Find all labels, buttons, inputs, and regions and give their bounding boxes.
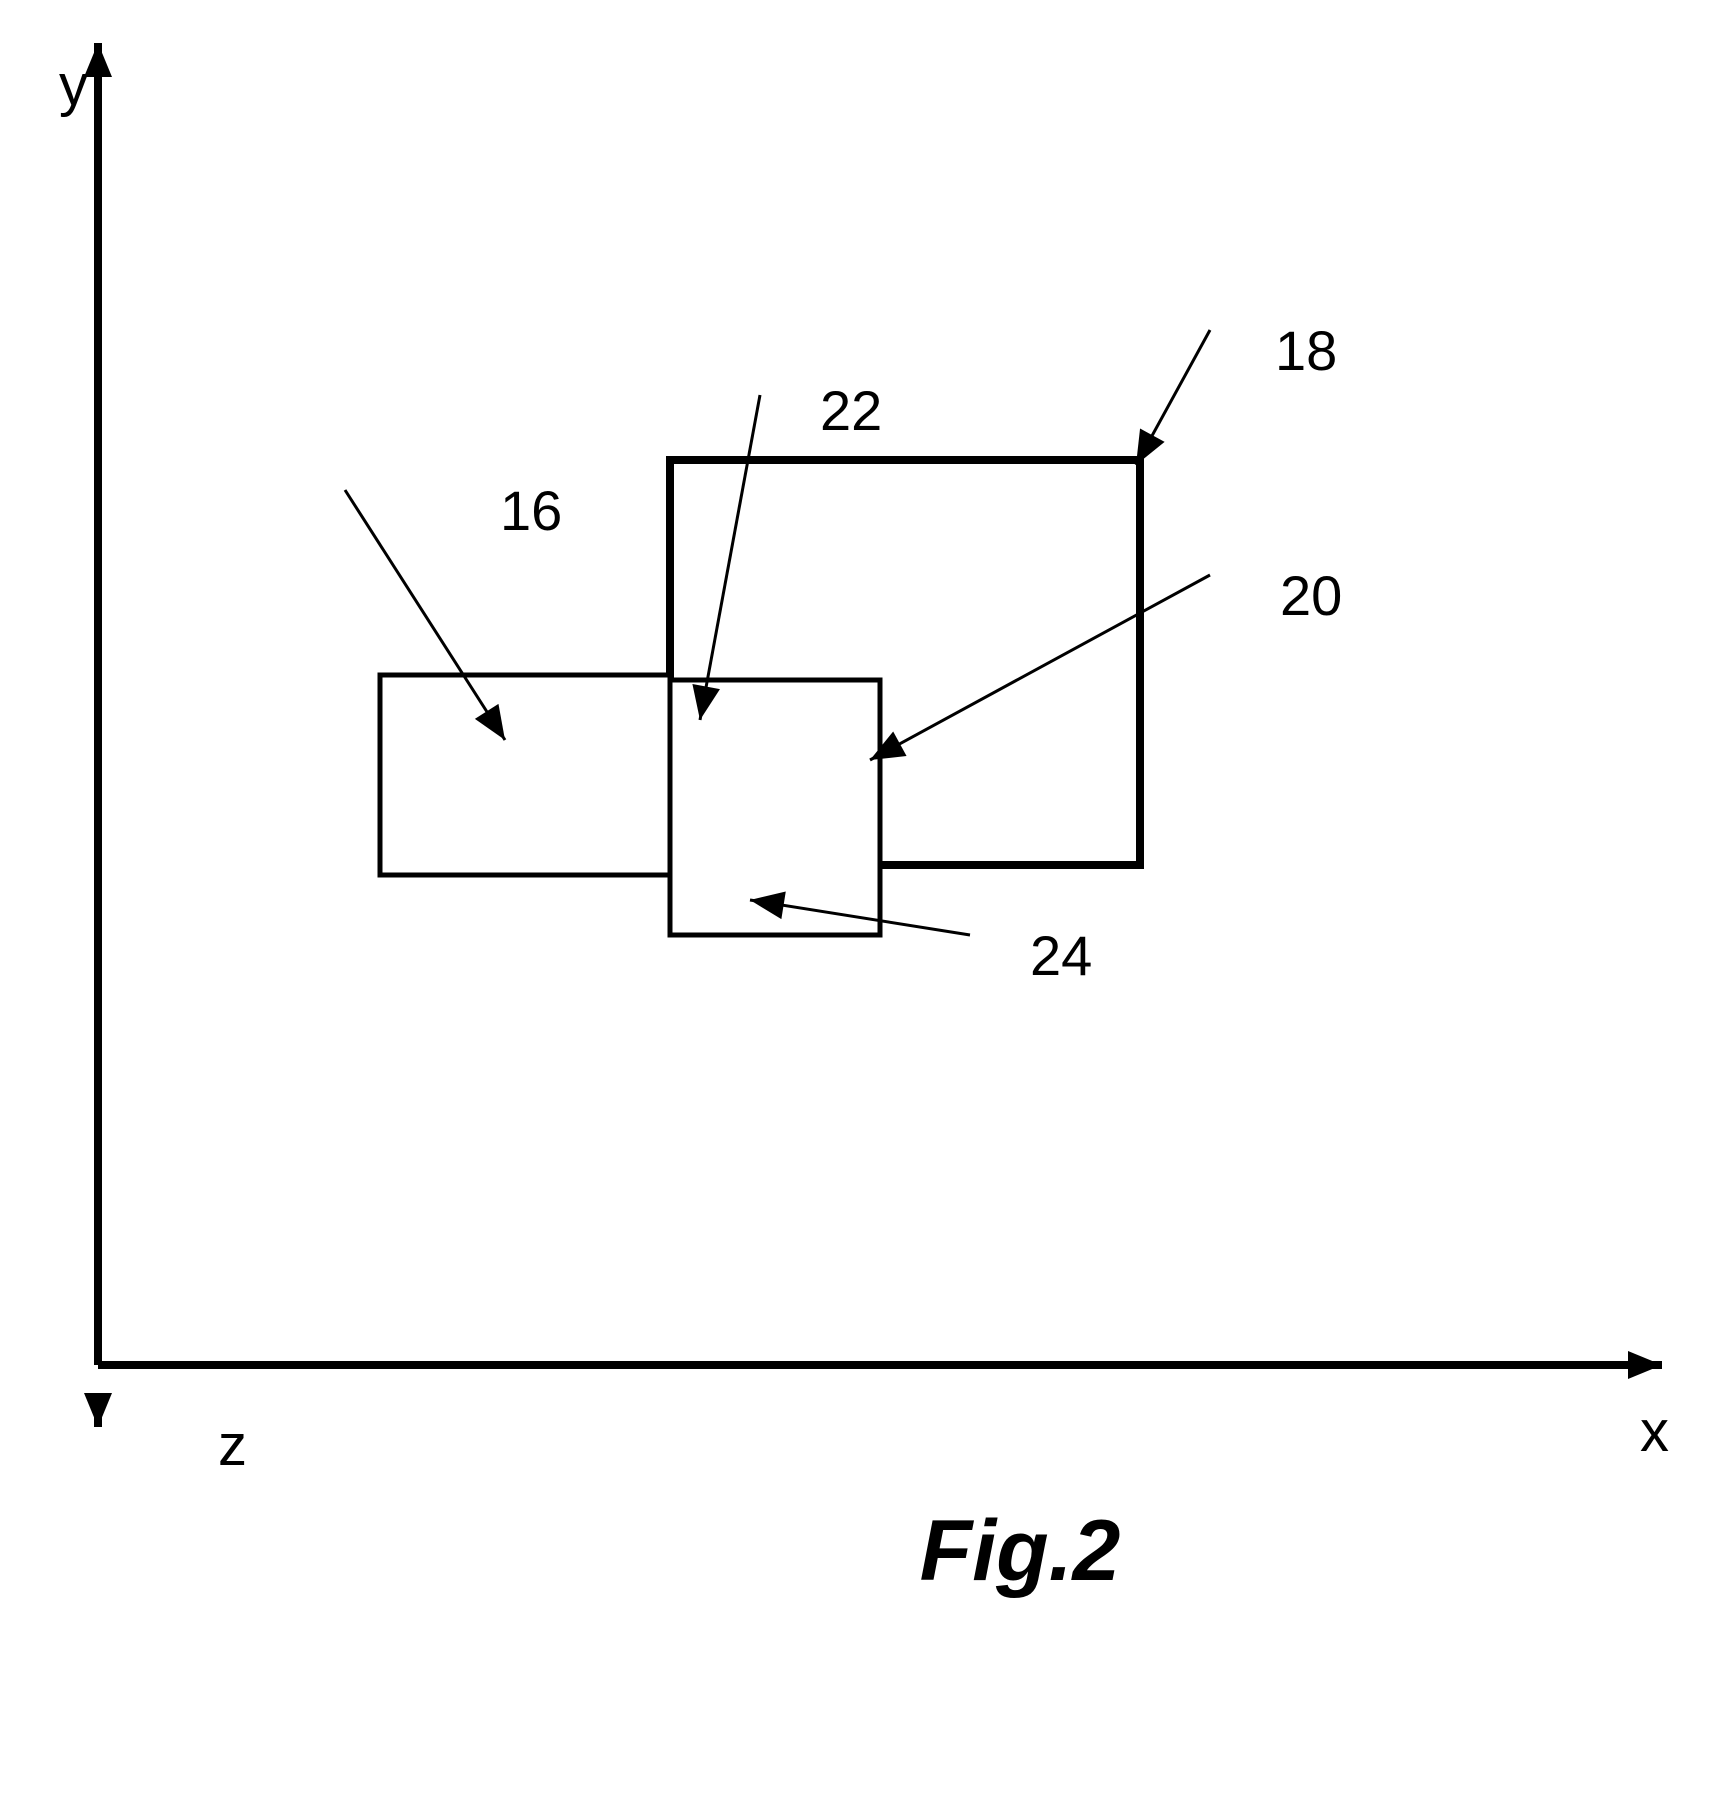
axis-label-z: z bbox=[218, 1413, 247, 1478]
callout-label: 24 bbox=[1030, 924, 1092, 987]
callout-label: 20 bbox=[1280, 564, 1342, 627]
callout-label: 16 bbox=[500, 479, 562, 542]
figure-stage: y x z 16 22 18 20 24 Fig.2 bbox=[0, 0, 1736, 1812]
callout-label: 18 bbox=[1275, 319, 1337, 382]
axis-label-y: y bbox=[59, 53, 88, 118]
figure-caption: Fig.2 bbox=[920, 1503, 1121, 1599]
figure-svg: y x z 16 22 18 20 24 Fig.2 bbox=[0, 0, 1736, 1812]
callout-label: 22 bbox=[820, 379, 882, 442]
axis-label-x: x bbox=[1640, 1399, 1669, 1464]
